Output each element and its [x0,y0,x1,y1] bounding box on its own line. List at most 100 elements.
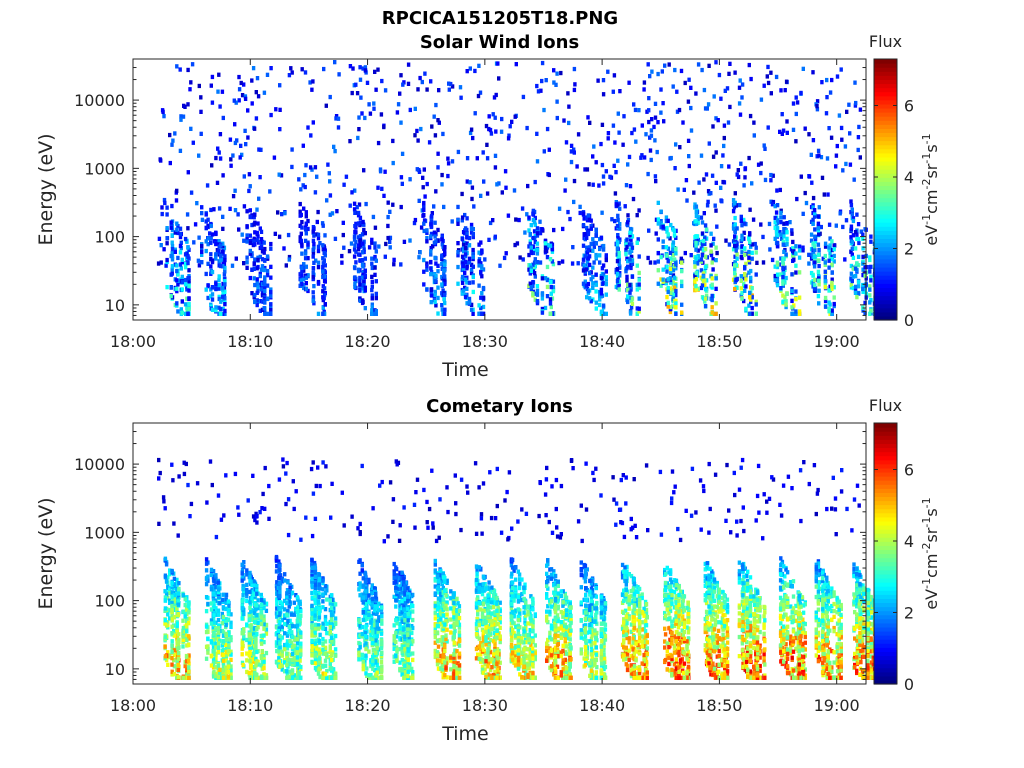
flux-cell [812,208,817,213]
flux-cell [802,460,806,465]
flux-cell [337,72,341,77]
flux-cell [187,288,191,293]
flux-cell [647,228,651,233]
flux-cell [515,241,520,246]
flux-cell [255,588,259,593]
flux-cell [664,215,669,220]
flux-cell [694,221,699,226]
flux-cell [328,212,332,217]
flux-cell [217,277,221,283]
flux-cell [714,150,718,155]
flux-cell [250,589,254,594]
flux-cell [848,131,852,136]
flux-cell [847,102,851,107]
flux-cell [165,285,169,290]
flux-cell [171,138,175,143]
flux-cell [679,68,684,74]
flux-cell [422,487,426,493]
flux-cell [216,587,221,592]
flux-cell [255,281,259,286]
flux-cell [374,291,378,296]
flux-cell [601,174,606,179]
flux-cell [211,665,216,670]
flux-cell [740,95,744,100]
flux-cell [794,111,798,117]
flux-cell [752,120,756,125]
flux-cell [422,228,426,234]
flux-cell [258,254,262,259]
flux-cell [851,246,856,251]
flux-cell [262,605,266,611]
flux-cell [234,256,238,261]
flux-cell [868,255,872,260]
flux-cell [658,469,663,475]
flux-cell [707,530,711,535]
flux-cell [312,260,316,265]
flux-cell [373,69,377,74]
flux-cell [479,193,483,198]
flux-cell [714,245,718,250]
flux-cell [794,244,798,249]
flux-cell [297,614,301,619]
flux-cell [183,634,187,639]
flux-cell [743,272,747,277]
flux-cell [269,307,273,312]
flux-cell [617,254,621,259]
flux-cell [535,231,540,236]
flux-cell [781,260,785,265]
flux-cell [828,254,832,259]
flux-cell [218,601,222,606]
flux-cell [248,605,252,610]
flux-cell [597,183,601,188]
flux-cell [795,100,800,105]
flux-cell [330,481,334,486]
flux-cell [704,172,709,177]
flux-cell [183,302,188,307]
flux-cell [761,536,765,541]
flux-cell [740,223,744,228]
flux-cell [255,672,259,678]
flux-cell [170,227,175,233]
flux-cell [591,265,595,270]
flux-cell [296,605,300,610]
flux-cell [592,244,596,249]
flux-cell [429,232,434,237]
flux-cell [568,216,572,222]
flux-cell [208,459,213,464]
flux-cell [447,87,451,92]
flux-cell [830,262,834,267]
flux-cell [668,236,672,241]
flux-cell [183,597,187,602]
flux-cell [422,205,426,210]
flux-cell [744,261,748,266]
flux-cell [299,238,303,243]
flux-cell [671,240,676,245]
flux-cell [737,487,742,492]
flux-cell [165,241,169,246]
flux-cell [779,232,783,237]
flux-cell [604,169,608,174]
flux-cell [429,293,434,298]
flux-cell [694,91,698,96]
flux-cell [591,274,595,280]
flux-cell [790,272,794,277]
flux-cell [212,578,216,583]
flux-cell [170,585,174,590]
flux-cell [358,234,363,239]
flux-cell [255,520,259,525]
flux-cell [494,129,498,134]
flux-cell [259,267,264,272]
colorbar-step [874,242,897,248]
flux-cell [669,280,673,285]
y-tick-label: 10000 [74,91,125,110]
flux-cell [459,477,464,482]
flux-cell [220,643,224,648]
flux-cell [569,143,574,148]
flux-cell [572,66,577,72]
flux-cell [218,104,222,109]
flux-cell [816,269,821,274]
flux-cell [211,674,216,679]
flux-cell [545,284,550,290]
flux-cell [533,291,537,296]
flux-cell [748,239,752,245]
